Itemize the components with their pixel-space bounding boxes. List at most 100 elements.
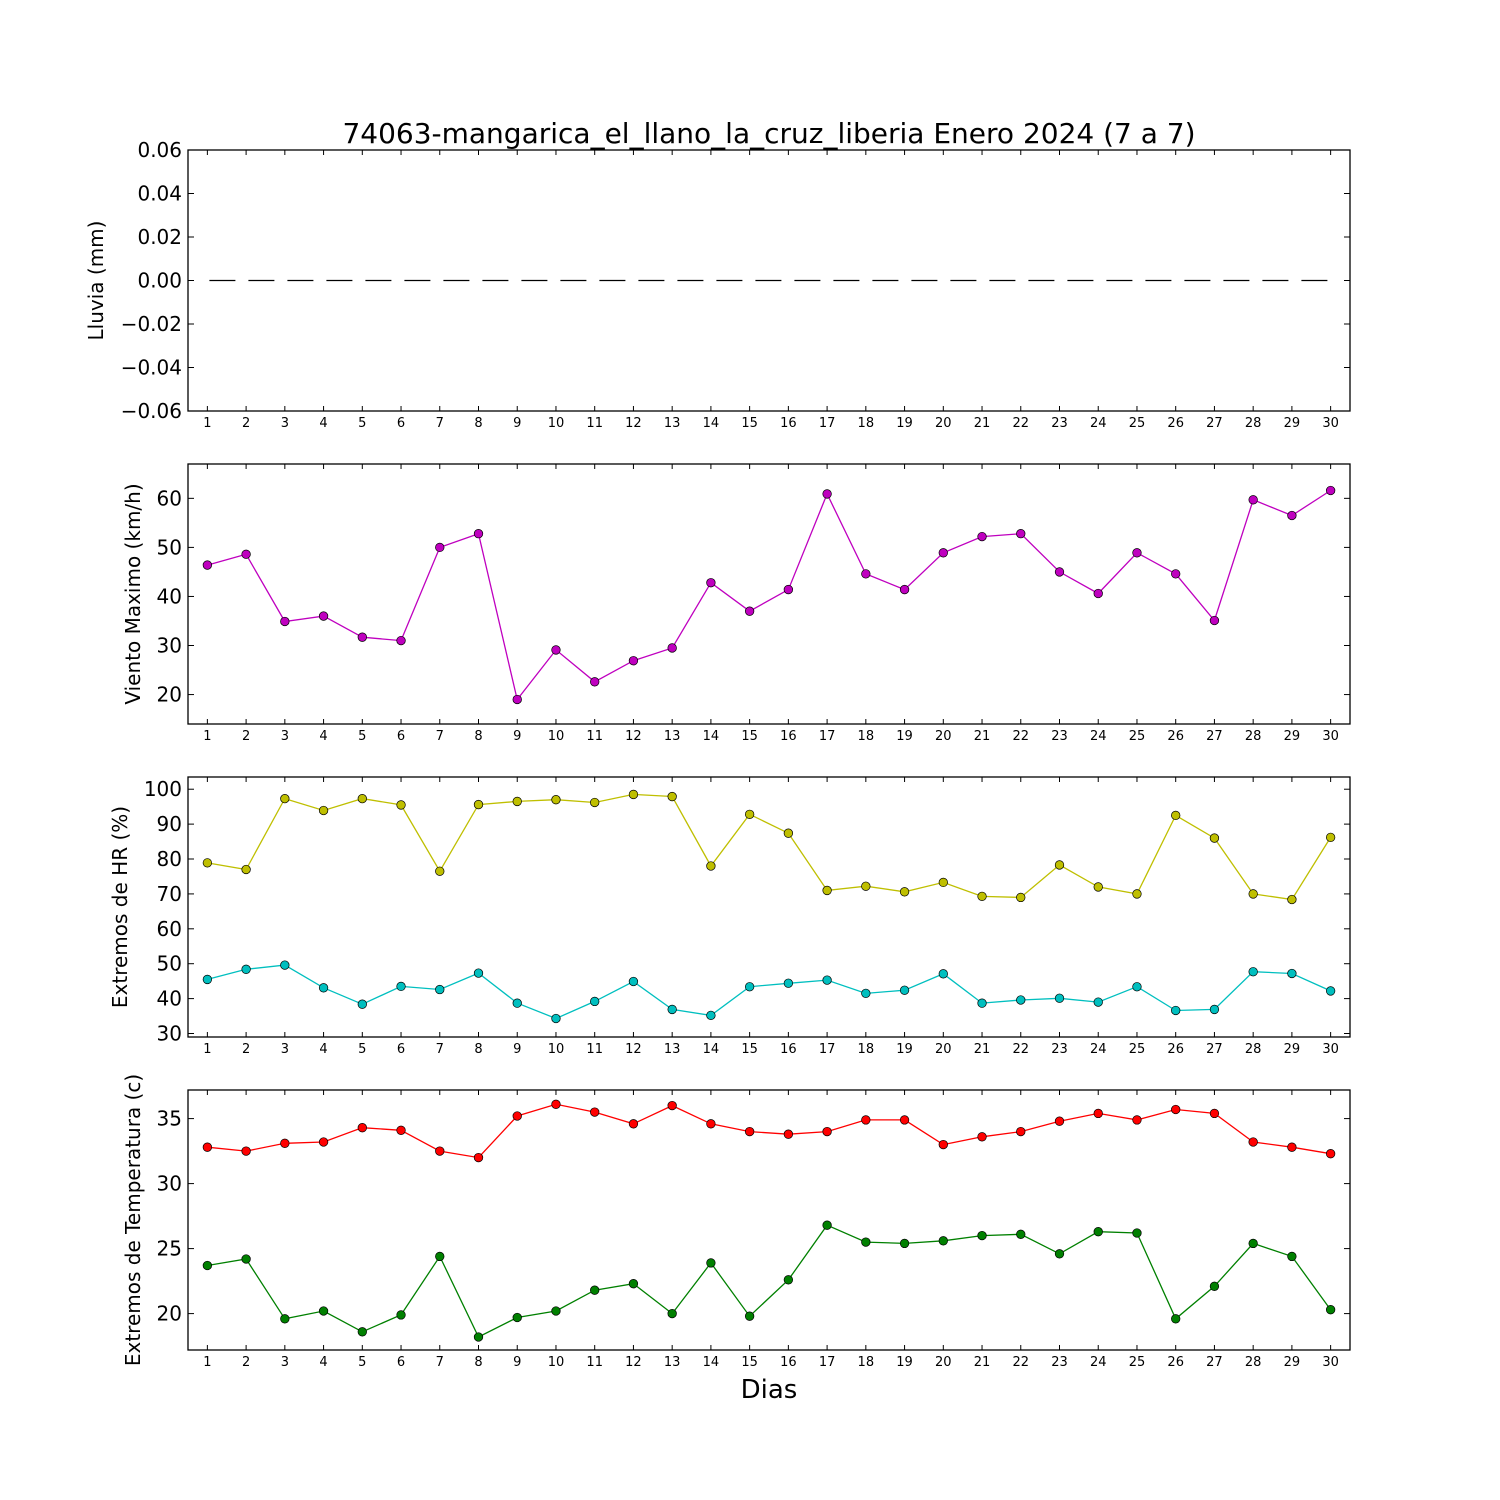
data-point bbox=[1248, 495, 1258, 505]
x-tick-label: 1 bbox=[203, 729, 211, 744]
x-tick-label: 7 bbox=[436, 729, 444, 744]
data-point bbox=[280, 960, 290, 970]
y-tick-label: 25 bbox=[157, 1237, 182, 1261]
x-tick-label: 21 bbox=[974, 416, 991, 431]
data-point bbox=[357, 999, 367, 1009]
data-point bbox=[1016, 892, 1026, 903]
x-tick-label: 10 bbox=[548, 1355, 565, 1370]
data-point bbox=[1248, 889, 1258, 899]
data-point bbox=[551, 795, 561, 805]
data-point bbox=[628, 1119, 639, 1129]
data-point bbox=[473, 529, 484, 539]
y-tick-label: 30 bbox=[157, 634, 182, 658]
x-tick-label: 26 bbox=[1167, 729, 1184, 744]
data-point bbox=[1132, 982, 1142, 992]
data-point bbox=[1171, 1104, 1181, 1115]
x-tick-label: 11 bbox=[586, 1355, 603, 1370]
x-tick-label: 24 bbox=[1090, 729, 1107, 744]
data-point bbox=[512, 1312, 522, 1323]
data-point bbox=[822, 1126, 832, 1137]
x-tick-label: 15 bbox=[741, 416, 758, 431]
panel-2: 1 2 3 4 5 6 7 8 9 10 11 12 13 14 15 16 17 18 19 20 21 22 23 24 2… bbox=[121, 463, 1351, 744]
data-point bbox=[280, 793, 290, 804]
x-tick-label: 3 bbox=[281, 1042, 289, 1057]
x-tick-label: 8 bbox=[474, 729, 482, 744]
x-tick-label: 13 bbox=[664, 1042, 681, 1057]
data-point bbox=[551, 645, 561, 655]
x-tick-label: 22 bbox=[1012, 1355, 1029, 1370]
x-tick-label: 19 bbox=[896, 729, 913, 744]
x-tick-label: 3 bbox=[281, 1355, 289, 1370]
data-point bbox=[1171, 810, 1181, 821]
data-point bbox=[1287, 894, 1297, 905]
x-tick-label: 7 bbox=[436, 416, 444, 431]
x-tick-label: 6 bbox=[397, 729, 405, 744]
x-tick-label: 29 bbox=[1284, 1042, 1301, 1057]
data-point bbox=[1325, 986, 1336, 996]
data-point bbox=[590, 797, 600, 808]
data-point bbox=[977, 1132, 987, 1142]
x-tick-label: 15 bbox=[741, 1355, 758, 1370]
data-point bbox=[202, 560, 213, 570]
data-point bbox=[241, 1146, 251, 1156]
x-tick-label: 25 bbox=[1129, 729, 1146, 744]
data-point bbox=[435, 984, 445, 995]
data-point bbox=[1132, 1115, 1142, 1125]
data-point bbox=[280, 616, 290, 627]
x-tick-label: 25 bbox=[1129, 416, 1146, 431]
x-tick-label: 14 bbox=[703, 729, 720, 744]
x-tick-label: 20 bbox=[935, 416, 952, 431]
data-point bbox=[783, 1129, 794, 1139]
data-point bbox=[202, 858, 213, 868]
x-tick-label: 17 bbox=[819, 1355, 836, 1370]
data-point bbox=[1016, 995, 1026, 1005]
x-tick-label: 5 bbox=[358, 416, 366, 431]
data-point bbox=[744, 982, 755, 992]
data-point bbox=[396, 1310, 406, 1320]
data-point bbox=[1325, 832, 1336, 843]
data-point bbox=[744, 1311, 755, 1321]
x-tick-label: 13 bbox=[664, 416, 681, 431]
x-tick-label: 22 bbox=[1012, 729, 1029, 744]
x-tick-label: 17 bbox=[819, 416, 836, 431]
x-tick-label: 29 bbox=[1284, 416, 1301, 431]
data-point bbox=[861, 569, 871, 579]
x-tick-label: 6 bbox=[397, 1355, 405, 1370]
data-point bbox=[783, 1275, 794, 1285]
data-point bbox=[1132, 1228, 1142, 1238]
x-tick-label: 23 bbox=[1051, 729, 1068, 744]
x-tick-label: 16 bbox=[780, 1355, 797, 1370]
data-point bbox=[667, 791, 677, 802]
data-point bbox=[280, 1138, 290, 1148]
data-point bbox=[1248, 1137, 1258, 1147]
data-point bbox=[706, 578, 716, 588]
plot-frame bbox=[187, 776, 1351, 1038]
x-tick-label: 18 bbox=[858, 1042, 875, 1057]
y-tick-label: 30 bbox=[157, 1022, 182, 1046]
data-point bbox=[861, 988, 871, 999]
data-point bbox=[628, 656, 639, 666]
y-tick-label: −0.02 bbox=[121, 312, 182, 336]
data-point bbox=[667, 643, 677, 653]
x-tick-label: 4 bbox=[319, 416, 327, 431]
x-tick-label: 11 bbox=[586, 1042, 603, 1057]
data-point bbox=[280, 1314, 290, 1324]
data-point bbox=[1093, 588, 1103, 599]
x-tick-label: 20 bbox=[935, 1042, 952, 1057]
data-point bbox=[357, 793, 367, 804]
data-point bbox=[202, 974, 213, 985]
x-tick-label: 16 bbox=[780, 729, 797, 744]
data-point bbox=[1209, 1281, 1220, 1291]
data-point bbox=[861, 1237, 871, 1247]
x-tick-label: 28 bbox=[1245, 1042, 1262, 1057]
data-point bbox=[396, 1125, 406, 1135]
data-point bbox=[1054, 993, 1065, 1003]
data-point bbox=[318, 983, 329, 993]
data-point bbox=[977, 998, 987, 1008]
data-point bbox=[241, 864, 251, 875]
data-point bbox=[241, 1254, 251, 1264]
data-point bbox=[1054, 567, 1065, 577]
x-tick-label: 3 bbox=[281, 416, 289, 431]
x-tick-label: 12 bbox=[625, 1042, 642, 1057]
